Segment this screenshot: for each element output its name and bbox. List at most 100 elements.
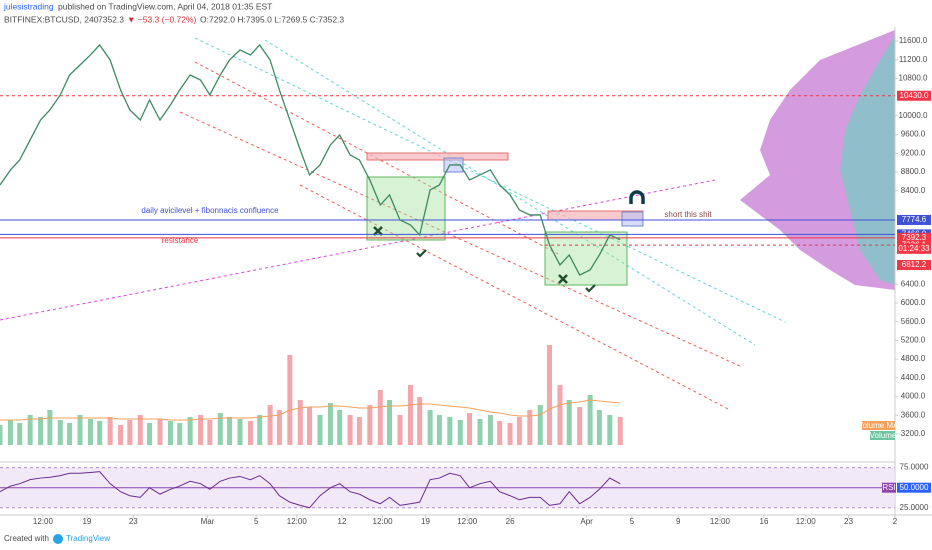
volume-bar xyxy=(617,417,623,445)
x-tick-label: 26 xyxy=(506,517,515,526)
volume-bar xyxy=(257,415,263,445)
legend-box xyxy=(870,431,895,440)
volume-bar xyxy=(107,417,113,445)
volume-bar xyxy=(507,423,513,445)
x-tick-label: 12:00 xyxy=(33,517,54,526)
volume-bar xyxy=(367,405,373,445)
price-label: 7392.3 xyxy=(902,233,927,242)
volume-bar xyxy=(38,417,44,445)
created-with: Created with xyxy=(4,534,49,543)
x-tick-label: 16 xyxy=(760,517,769,526)
volume-bar xyxy=(397,415,403,445)
volume-bar xyxy=(407,385,413,445)
y-tick-label: 8400.0 xyxy=(901,186,926,195)
rsi-line xyxy=(0,471,621,509)
volume-bar xyxy=(317,415,323,445)
volume-bar xyxy=(587,395,593,445)
legend-label: Volume xyxy=(870,431,897,440)
volume-bar xyxy=(417,397,423,445)
rsi-legend-box xyxy=(882,482,896,493)
y-tick-label: 6400.0 xyxy=(901,279,926,288)
volume-bar xyxy=(566,400,572,445)
annotation: daily avicilevel + fibonnacis confluence xyxy=(141,206,279,215)
y-tick-label: 6000.0 xyxy=(901,298,926,307)
volume-bar xyxy=(307,407,313,445)
rsi-tick-box xyxy=(897,482,931,493)
legend-label: Volume MA xyxy=(858,421,900,430)
price-line xyxy=(0,43,621,276)
annotation: short this shit xyxy=(664,210,712,219)
magnet-icon xyxy=(629,190,645,204)
x-tick-label: 9 xyxy=(676,517,681,526)
volume-bar xyxy=(557,385,563,445)
volume-bar xyxy=(67,423,73,445)
channel-line xyxy=(179,111,743,368)
volume-bar xyxy=(447,417,453,445)
y-tick-label: 3600.0 xyxy=(901,410,926,419)
volume-bar xyxy=(127,420,133,445)
x-tick-label: 12:00 xyxy=(373,517,394,526)
volume-bar xyxy=(547,345,553,445)
x-tick-label: 2 xyxy=(893,517,898,526)
volume-bar xyxy=(157,419,163,445)
x-tick-label: Apr xyxy=(580,517,593,526)
brand[interactable]: TradingView xyxy=(66,534,110,543)
y-tick-label: 3200.0 xyxy=(901,429,926,438)
y-tick-label: 11200.0 xyxy=(899,55,928,64)
y-tick-label: 11600.0 xyxy=(899,36,928,45)
volume-profile xyxy=(840,35,895,285)
x-tick-label: Mar xyxy=(201,517,215,526)
channel-line xyxy=(194,37,786,323)
ohlc: O:7292.0 H:7395.0 L:7269.5 C:7352.3 xyxy=(200,14,344,24)
volume-bar xyxy=(487,415,493,445)
legend-box xyxy=(862,421,895,430)
rsi-legend: RSI xyxy=(882,483,895,492)
x-tick-label: 12:00 xyxy=(796,517,817,526)
logo xyxy=(53,534,63,544)
y-tick-label: 8800.0 xyxy=(901,167,926,176)
price-label-box xyxy=(897,259,931,270)
volume-bar xyxy=(276,410,282,445)
rsi-tick-label: 75.0000 xyxy=(900,463,929,472)
x-tick-label: 5 xyxy=(254,517,259,526)
author[interactable]: julesistrading xyxy=(3,1,54,11)
volume-bar xyxy=(436,415,442,445)
price-label-box xyxy=(897,90,931,101)
channel-line xyxy=(264,39,756,346)
volume-bar xyxy=(477,419,483,445)
volume-bar xyxy=(596,410,602,445)
volume-bar xyxy=(198,415,204,445)
volume-bar xyxy=(327,403,333,445)
volume-bar xyxy=(17,423,23,445)
volume-bar xyxy=(97,421,103,445)
volume-bar xyxy=(577,407,583,445)
y-tick-label: 4800.0 xyxy=(901,354,926,363)
volume-bar xyxy=(217,413,223,445)
volume-bar xyxy=(177,423,183,445)
volume-bar xyxy=(47,410,53,445)
volume-bar xyxy=(287,355,293,445)
x-tick-label: 12:00 xyxy=(287,517,308,526)
price-label: 6812.2 xyxy=(902,260,927,269)
volume-bar xyxy=(267,405,273,445)
y-tick-label: 4000.0 xyxy=(901,392,926,401)
volume-bar xyxy=(247,421,253,445)
y-tick-label: 9200.0 xyxy=(901,148,926,157)
price-label-box xyxy=(897,214,931,225)
countdown-box xyxy=(897,243,931,254)
volume-bar xyxy=(347,415,353,445)
x-tick-label: 12:00 xyxy=(710,517,731,526)
volume-bar xyxy=(427,410,433,445)
volume-bar xyxy=(537,405,543,445)
volume-bar xyxy=(118,425,124,445)
x-tick-label: 23 xyxy=(129,517,138,526)
volume-bar xyxy=(457,420,463,445)
annotation: resistance xyxy=(162,236,199,245)
volume-bar xyxy=(527,410,533,445)
price-label: 10430.0 xyxy=(900,91,929,100)
x-tick-label: 12 xyxy=(338,517,347,526)
published: published on TradingView.com, April 04, … xyxy=(58,1,272,11)
volume-bar xyxy=(7,420,13,445)
y-tick-label: 10800.0 xyxy=(899,74,928,83)
